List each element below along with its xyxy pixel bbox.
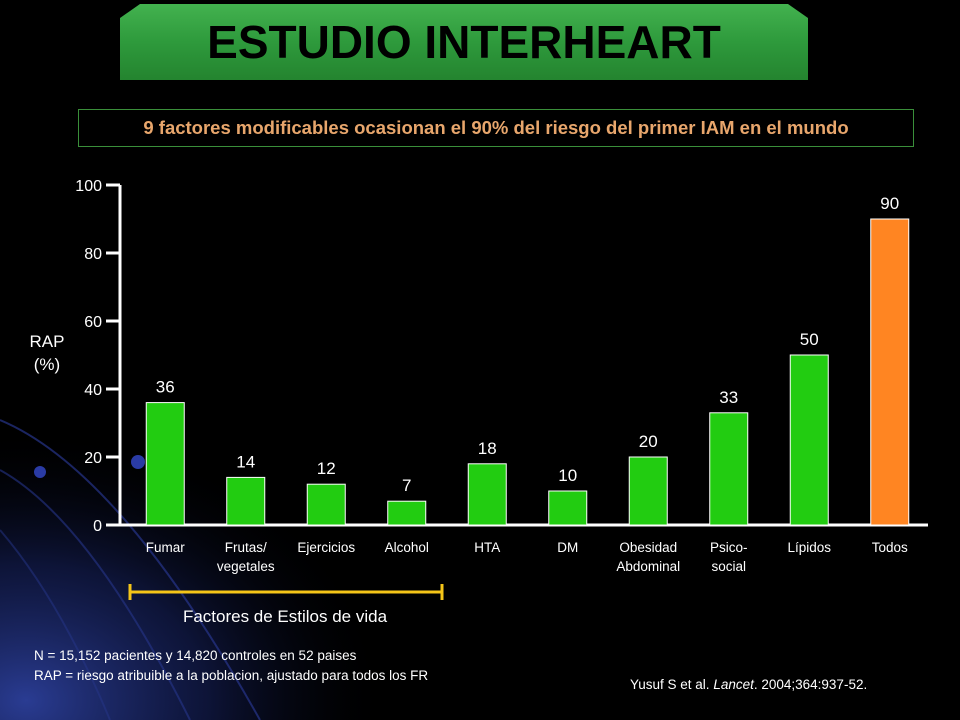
x-tick-label-line: social bbox=[711, 559, 746, 574]
lifestyle-bracket bbox=[128, 584, 444, 600]
data-label: 20 bbox=[639, 432, 658, 451]
data-label: 12 bbox=[317, 459, 336, 478]
data-label: 18 bbox=[478, 439, 497, 458]
data-label: 36 bbox=[156, 378, 175, 397]
subtitle: 9 factores modificables ocasionan el 90%… bbox=[78, 109, 914, 147]
citation: Yusuf S et al. Lancet. 2004;364:937-52. bbox=[630, 677, 867, 692]
bar bbox=[789, 354, 829, 526]
x-tick-label-line: Ejercicios bbox=[297, 540, 355, 555]
x-tick-label: Fumar bbox=[146, 540, 186, 555]
bar bbox=[306, 483, 346, 526]
citation-journal: Lancet bbox=[713, 677, 754, 692]
bar bbox=[628, 456, 668, 526]
page-title: ESTUDIO INTERHEART bbox=[207, 16, 721, 68]
x-tick-label-line: Psico- bbox=[710, 540, 748, 555]
y-axis-label-line: RAP bbox=[29, 332, 65, 351]
bar bbox=[145, 402, 185, 526]
y-tick-label: 0 bbox=[93, 518, 102, 535]
title-banner bbox=[120, 4, 808, 80]
x-tick-label: Frutas/vegetales bbox=[217, 540, 275, 574]
x-tick-label-line: HTA bbox=[474, 540, 500, 555]
y-tick-label: 20 bbox=[84, 450, 102, 467]
bar bbox=[548, 490, 588, 526]
x-tick-label-line: DM bbox=[557, 540, 578, 555]
chart-bars bbox=[145, 218, 910, 526]
bracket-label: Factores de Estilos de vida bbox=[182, 607, 388, 626]
x-tick-label-line: vegetales bbox=[217, 559, 275, 574]
x-tick-label: DM bbox=[557, 540, 578, 555]
x-tick-label-line: Frutas/ bbox=[225, 540, 267, 555]
x-tick-label-line: Fumar bbox=[146, 540, 186, 555]
x-tick-label-line: Lípidos bbox=[787, 540, 831, 555]
y-tick-label: 40 bbox=[84, 382, 102, 399]
x-tick-label-line: Abdominal bbox=[616, 559, 680, 574]
y-axis-label: RAP (%) bbox=[22, 330, 72, 376]
bar bbox=[709, 412, 749, 526]
chart-x-tick-labels: Fumar Frutas/vegetales Ejercicios Alcohol HT… bbox=[146, 540, 908, 574]
x-tick-label: Lípidos bbox=[787, 540, 831, 555]
footnote-rap: RAP = riesgo atribuible a la poblacion, … bbox=[34, 668, 429, 683]
x-tick-label: Psico-social bbox=[710, 540, 748, 574]
citation-authors: Yusuf S et al. bbox=[630, 677, 714, 692]
x-tick-label-line: Obesidad bbox=[619, 540, 677, 555]
x-tick-label: Alcohol bbox=[385, 540, 429, 555]
footnotes: N = 15,152 pacientes y 14,820 controles … bbox=[34, 646, 428, 686]
citation-details: . 2004;364:937-52. bbox=[753, 677, 868, 692]
bar bbox=[467, 463, 507, 526]
x-tick-label-line: Todos bbox=[872, 540, 908, 555]
data-label: 7 bbox=[402, 476, 411, 495]
data-label: 14 bbox=[236, 452, 255, 471]
bar bbox=[387, 500, 427, 526]
data-label: 10 bbox=[558, 466, 577, 485]
y-tick-label: 60 bbox=[84, 314, 102, 331]
x-tick-label-line: Alcohol bbox=[385, 540, 429, 555]
y-tick-label: 100 bbox=[75, 178, 102, 195]
x-tick-label: Todos bbox=[872, 540, 908, 555]
x-tick-label: Ejercicios bbox=[297, 540, 355, 555]
y-axis-label-line: (%) bbox=[33, 355, 61, 374]
bar bbox=[226, 476, 266, 526]
y-tick-label: 80 bbox=[84, 246, 102, 263]
footnote-sample: N = 15,152 pacientes y 14,820 controles … bbox=[34, 648, 357, 663]
data-label: 50 bbox=[800, 330, 819, 349]
x-tick-label: HTA bbox=[474, 540, 500, 555]
bar bbox=[870, 218, 910, 526]
data-label: 90 bbox=[880, 194, 899, 213]
data-label: 33 bbox=[719, 388, 738, 407]
x-tick-label: Obesidad Abdominal bbox=[616, 540, 680, 574]
chart-data-labels: 36 14 12 7 18 10 20 33 50 90 bbox=[156, 194, 899, 495]
